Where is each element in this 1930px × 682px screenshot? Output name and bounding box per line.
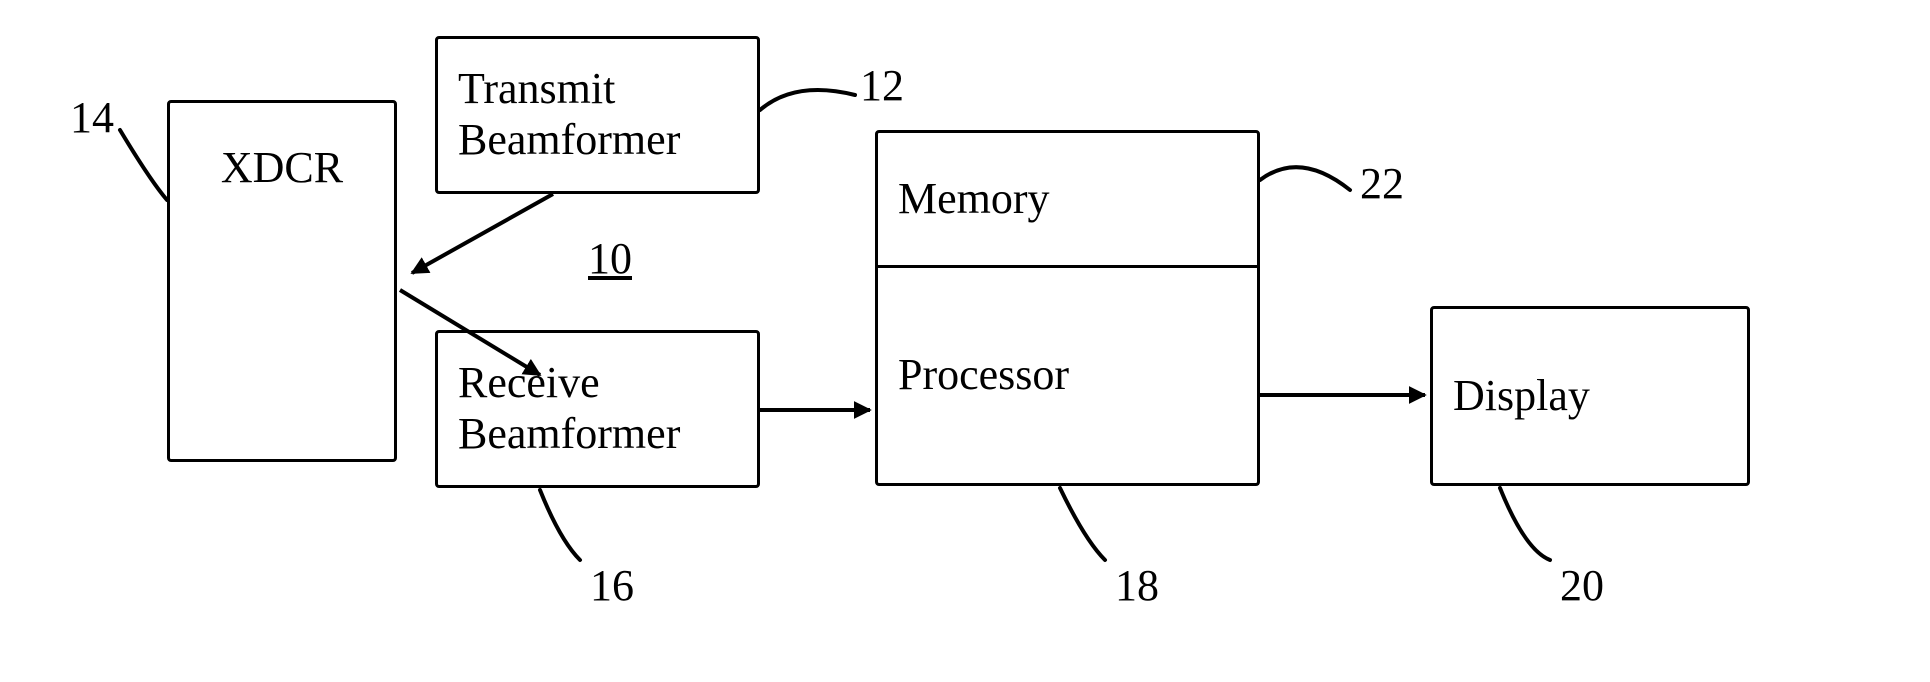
box-memory: Memory [875,130,1260,268]
box-text-line: Transmit [458,64,757,115]
box-processor: Processor [875,268,1260,486]
box-text-line: Processor [898,350,1257,401]
leader-22 [1260,167,1350,190]
box-transmit-beamformer: TransmitBeamformer [435,36,760,194]
figure-number-label: 10 [588,233,632,284]
box-display: Display [1430,306,1750,486]
ref-label-14: 14 [70,92,114,143]
ref-label-22: 22 [1360,158,1404,209]
leader-14 [120,130,167,200]
ref-label-16: 16 [590,560,634,611]
arrow-tx-to-xdcr [412,194,553,273]
box-text-line: Receive [458,358,757,409]
diagram-canvas: XDCR TransmitBeamformer ReceiveBeamforme… [0,0,1930,682]
box-text-line: Memory [898,174,1257,225]
leader-20 [1500,488,1550,560]
leader-16 [540,490,580,560]
ref-label-18: 18 [1115,560,1159,611]
ref-label-20: 20 [1560,560,1604,611]
ref-label-12: 12 [860,60,904,111]
box-text-line: Beamformer [458,115,757,166]
box-receive-beamformer: ReceiveBeamformer [435,330,760,488]
leader-12 [760,90,855,110]
box-text-line: Display [1453,371,1747,422]
box-xdcr: XDCR [167,100,397,462]
leader-18 [1060,488,1105,560]
box-text-line: XDCR [221,143,343,194]
box-text-line: Beamformer [458,409,757,460]
